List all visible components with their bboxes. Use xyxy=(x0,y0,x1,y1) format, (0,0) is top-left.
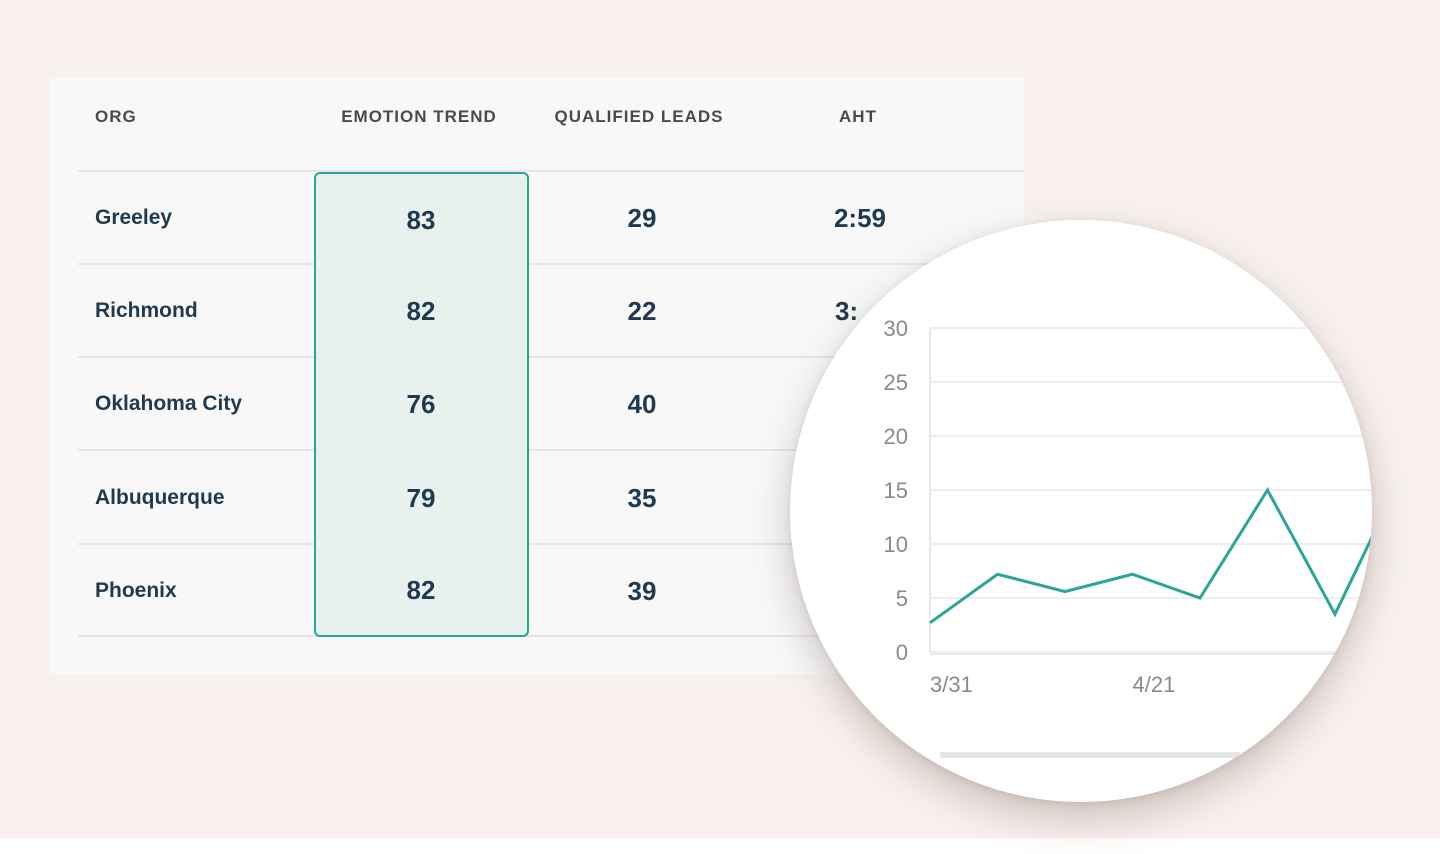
qualified-leads-value: 29 xyxy=(627,203,657,233)
chart-scroll-track xyxy=(940,752,1240,758)
chart-x-tick-label: 3/31 xyxy=(930,672,973,697)
chart-y-tick-label: 25 xyxy=(884,370,908,395)
aht-value: 3: xyxy=(835,296,859,326)
chart-series-line xyxy=(929,487,1372,625)
table-row-org-name[interactable]: Greeley xyxy=(95,206,173,229)
emotion-trend-value: 79 xyxy=(406,483,436,513)
emotion-trend-value: 82 xyxy=(406,575,436,605)
chart-y-tick-label: 0 xyxy=(896,640,908,665)
row-divider xyxy=(78,449,1024,451)
header-divider xyxy=(78,170,1024,172)
row-divider xyxy=(78,635,1024,637)
column-header-org[interactable]: ORG xyxy=(95,107,137,126)
row-divider xyxy=(78,263,1024,265)
table-row-org-name[interactable]: Richmond xyxy=(95,299,198,322)
row-divider xyxy=(78,356,1024,358)
emotion-trend-column-highlight[interactable] xyxy=(314,172,529,637)
emotion-trend-value: 83 xyxy=(406,205,436,235)
chart-magnifier: 0 5 10 15 20 25 30 3/31 4/21 xyxy=(790,220,1372,802)
chart-y-tick-label: 5 xyxy=(896,586,908,611)
aht-value: 2:59 xyxy=(833,203,887,233)
qualified-leads-value: 39 xyxy=(627,576,657,606)
qualified-leads-value: 40 xyxy=(627,389,657,419)
row-divider xyxy=(78,543,1024,545)
table-row-org-name[interactable]: Oklahoma City xyxy=(95,392,243,415)
column-header-qualified-leads[interactable]: QUALIFIED LEADS xyxy=(554,107,724,126)
page-footer-strip xyxy=(0,838,1440,854)
table-row-org-name[interactable]: Albuquerque xyxy=(95,486,225,509)
emotion-trend-value: 76 xyxy=(406,389,436,419)
trend-line-chart: 0 5 10 15 20 25 30 3/31 4/21 xyxy=(884,316,1372,758)
chart-y-tick-label: 20 xyxy=(884,424,908,449)
chart-x-tick-label: 4/21 xyxy=(1133,672,1176,697)
column-header-aht[interactable]: AHT xyxy=(839,107,877,126)
chart-y-tick-label: 15 xyxy=(884,478,908,503)
emotion-trend-value: 82 xyxy=(406,296,436,326)
chart-y-tick-label: 10 xyxy=(884,532,908,557)
column-header-emotion-trend[interactable]: EMOTION TREND xyxy=(341,107,497,126)
qualified-leads-value: 22 xyxy=(627,296,657,326)
chart-y-tick-label: 30 xyxy=(884,316,908,341)
table-row-org-name[interactable]: Phoenix xyxy=(95,579,177,602)
qualified-leads-value: 35 xyxy=(627,483,657,513)
